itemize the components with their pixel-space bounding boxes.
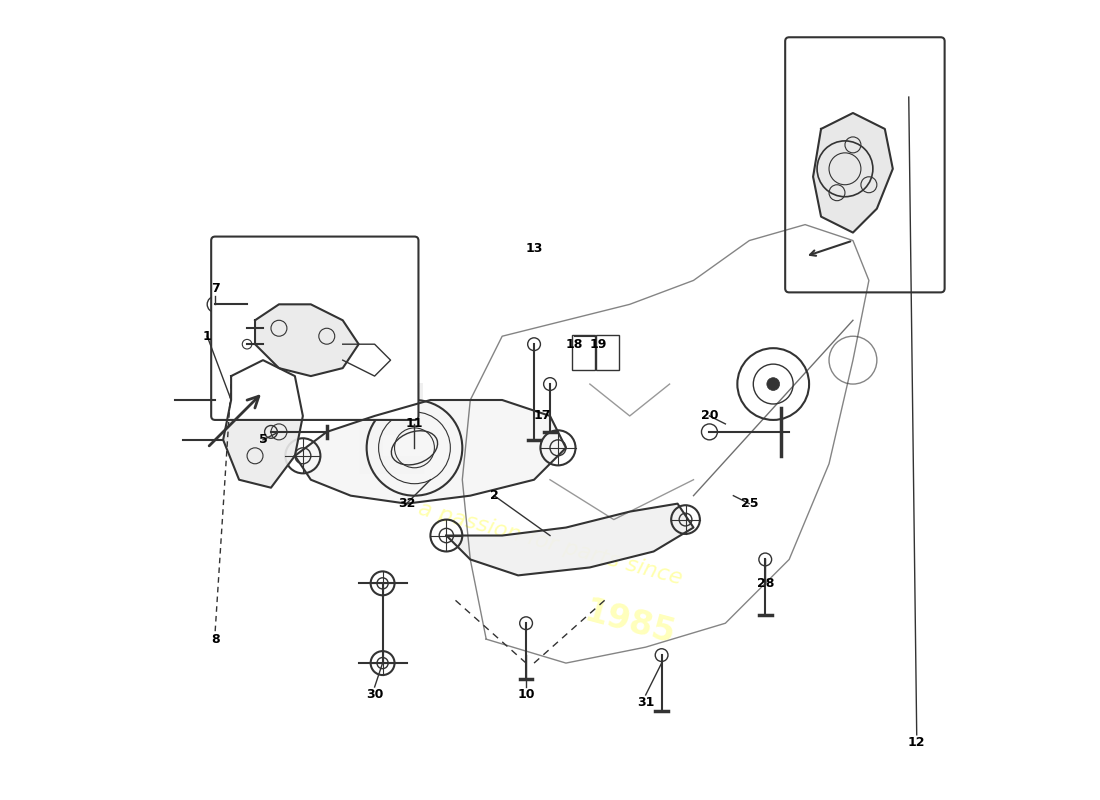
Text: 17: 17 bbox=[534, 410, 551, 422]
Text: a passion for parts since: a passion for parts since bbox=[416, 498, 684, 589]
Polygon shape bbox=[223, 360, 302, 488]
Polygon shape bbox=[295, 400, 565, 504]
Text: 28: 28 bbox=[757, 577, 774, 590]
FancyBboxPatch shape bbox=[785, 38, 945, 292]
Text: 19: 19 bbox=[590, 338, 606, 350]
Polygon shape bbox=[447, 504, 693, 575]
Polygon shape bbox=[255, 304, 359, 376]
Text: 8: 8 bbox=[211, 633, 220, 646]
Text: 18: 18 bbox=[565, 338, 583, 350]
FancyBboxPatch shape bbox=[211, 237, 418, 420]
Polygon shape bbox=[813, 113, 893, 233]
Text: 5: 5 bbox=[258, 434, 267, 446]
Text: 10: 10 bbox=[517, 689, 535, 702]
Text: 11: 11 bbox=[406, 418, 424, 430]
Text: 1: 1 bbox=[202, 330, 211, 342]
Text: 12: 12 bbox=[908, 736, 925, 750]
Text: 20: 20 bbox=[701, 410, 718, 422]
Circle shape bbox=[767, 378, 780, 390]
Text: E: E bbox=[348, 379, 433, 500]
Text: 7: 7 bbox=[211, 282, 220, 295]
Text: 31: 31 bbox=[637, 697, 654, 710]
Text: 2: 2 bbox=[490, 489, 498, 502]
Text: 1985: 1985 bbox=[581, 595, 679, 651]
Text: 25: 25 bbox=[740, 497, 758, 510]
Text: 32: 32 bbox=[398, 497, 415, 510]
Text: 30: 30 bbox=[366, 689, 383, 702]
Text: 13: 13 bbox=[526, 242, 542, 255]
